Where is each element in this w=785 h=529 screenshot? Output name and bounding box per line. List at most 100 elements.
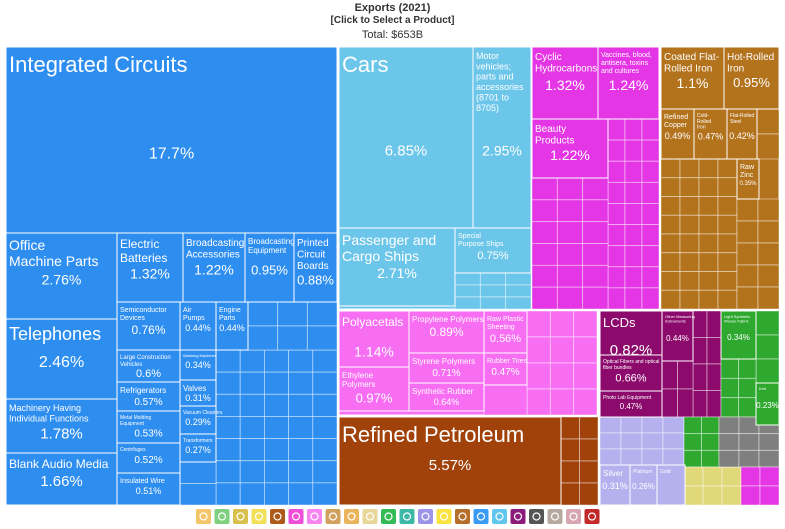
legend-icon-paper-goods[interactable]: [362, 509, 378, 524]
minor-product-tile[interactable]: [560, 438, 580, 462]
minor-product-tile[interactable]: [660, 196, 681, 216]
legend-icon-mineral-products[interactable]: [270, 509, 285, 524]
tile-rect[interactable]: [293, 232, 338, 303]
minor-product-tile[interactable]: [641, 181, 660, 204]
tile-rect[interactable]: [116, 301, 181, 351]
minor-product-tile[interactable]: [263, 482, 289, 505]
minor-product-tile[interactable]: [679, 177, 700, 197]
minor-product-tile[interactable]: [738, 397, 757, 418]
minor-product-tile[interactable]: [312, 438, 338, 462]
minor-product-tile[interactable]: [662, 416, 685, 434]
minor-product-tile[interactable]: [607, 118, 626, 141]
minor-product-tile[interactable]: [641, 432, 664, 450]
minor-product-tile[interactable]: [556, 199, 584, 223]
tile-rect[interactable]: [660, 46, 725, 110]
tile-special-purpose-ships[interactable]: Special Purpose Ships 0.75%: [454, 227, 532, 274]
tile-rect[interactable]: [661, 310, 694, 362]
minor-product-tile[interactable]: [641, 266, 660, 289]
minor-product-tile[interactable]: [661, 388, 678, 418]
minor-product-tile[interactable]: [312, 416, 338, 439]
select-product-link[interactable]: [Click to Select a Product]: [330, 15, 455, 26]
tile-rect[interactable]: [338, 46, 474, 229]
minor-product-tile[interactable]: [660, 214, 681, 235]
minor-product-tile[interactable]: [736, 220, 759, 244]
tile-rect[interactable]: [531, 118, 609, 179]
tile-rect[interactable]: [755, 382, 780, 426]
minor-product-tile[interactable]: [757, 220, 780, 244]
minor-product-tile[interactable]: [620, 416, 643, 434]
minor-product-tile[interactable]: [717, 271, 738, 291]
tile-silver[interactable]: Silver 0.31%: [599, 464, 631, 505]
minor-product-tile[interactable]: [526, 362, 551, 390]
minor-product-tile[interactable]: [679, 233, 700, 254]
minor-product-tile[interactable]: [263, 349, 289, 373]
minor-product-tile[interactable]: [624, 181, 643, 204]
minor-product-tile[interactable]: [757, 242, 780, 266]
minor-product-tile[interactable]: [549, 388, 575, 416]
minor-product-tile[interactable]: [607, 266, 626, 289]
minor-product-tile[interactable]: [263, 438, 289, 462]
tile-rect[interactable]: [179, 433, 217, 463]
minor-product-tile[interactable]: [660, 289, 681, 310]
minor-product-tile[interactable]: [573, 388, 598, 416]
legend-icon-machines[interactable]: [473, 509, 489, 524]
minor-product-tile[interactable]: [736, 242, 759, 266]
tile-rect[interactable]: [116, 442, 181, 474]
minor-product-tile[interactable]: [288, 438, 314, 462]
minor-product-tile[interactable]: [179, 483, 217, 506]
minor-product-tile[interactable]: [599, 432, 622, 450]
tile-styrene-polymers[interactable]: Styrene Polymers 0.71%: [408, 352, 485, 384]
minor-product-tile[interactable]: [756, 133, 780, 160]
minor-product-tile[interactable]: [454, 272, 481, 286]
minor-product-tile[interactable]: [288, 460, 314, 484]
legend-icon-weapons[interactable]: [529, 509, 544, 524]
minor-product-tile[interactable]: [624, 245, 643, 268]
legend-icon-stone-and-glass[interactable]: [418, 509, 433, 524]
tile-refined-petroleum[interactable]: Refined Petroleum 5.57%: [338, 416, 562, 505]
minor-product-tile[interactable]: [641, 139, 660, 162]
legend-icon-textiles[interactable]: [381, 509, 396, 524]
minor-product-tile[interactable]: [312, 482, 338, 505]
tile-rect[interactable]: [179, 349, 217, 381]
minor-product-tile[interactable]: [531, 243, 558, 266]
minor-product-tile[interactable]: [692, 337, 708, 365]
legend-icon-wood-products[interactable]: [344, 509, 359, 524]
tile-cyclic-hydrocarbons[interactable]: Cyclic Hydrocarbons 1.32%: [531, 46, 599, 120]
minor-product-tile[interactable]: [288, 416, 314, 439]
legend-icon-precious-metals[interactable]: [436, 509, 452, 524]
tile-rect[interactable]: [599, 390, 663, 418]
minor-product-tile[interactable]: [312, 371, 338, 395]
minor-product-tile[interactable]: [560, 460, 580, 484]
tile-office-machine-parts[interactable]: Office Machine Parts 2.76%: [5, 232, 118, 320]
minor-product-tile[interactable]: [549, 310, 575, 338]
minor-product-tile[interactable]: [526, 336, 551, 364]
minor-product-tile[interactable]: [698, 233, 719, 254]
tile-platinum[interactable]: Platinum 0.26%: [629, 464, 658, 505]
minor-product-tile[interactable]: [505, 284, 532, 298]
tile-refined-copper[interactable]: Refined Copper 0.49%: [660, 108, 695, 160]
minor-product-tile[interactable]: [738, 358, 757, 379]
minor-product-tile[interactable]: [215, 371, 241, 395]
minor-product-tile[interactable]: [505, 272, 532, 286]
legend-icon-metals[interactable]: [455, 509, 470, 524]
minor-product-tile[interactable]: [683, 449, 702, 468]
minor-product-tile[interactable]: [701, 449, 720, 468]
minor-product-tile[interactable]: [662, 432, 685, 450]
minor-product-tile[interactable]: [579, 416, 599, 440]
minor-product-tile[interactable]: [607, 160, 626, 183]
minor-product-tile[interactable]: [679, 271, 700, 291]
minor-product-tile[interactable]: [641, 287, 660, 310]
tile-light-synthetic-woven-fabric[interactable]: Light Synthetic Woven Fabric 0.34%: [720, 310, 757, 360]
minor-product-tile[interactable]: [698, 214, 719, 235]
minor-product-tile[interactable]: [556, 264, 584, 288]
minor-product-tile[interactable]: [679, 252, 700, 272]
minor-product-tile[interactable]: [736, 286, 759, 310]
minor-product-tile[interactable]: [720, 377, 739, 399]
